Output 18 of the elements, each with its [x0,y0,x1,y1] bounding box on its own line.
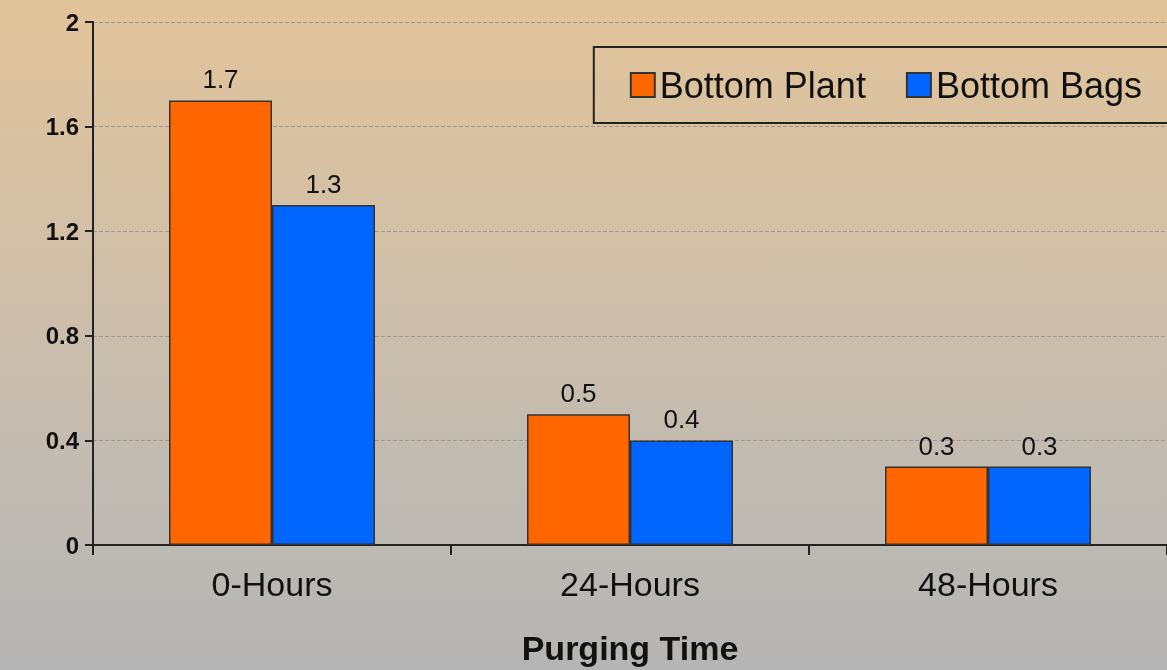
y-tick-label: 0.8 [45,322,79,350]
x-axis-title: Purging Time [521,629,739,667]
y-tick-label: 1.2 [45,217,79,245]
data-label: 0.3 [918,430,955,461]
y-tick-label: 2 [65,8,79,36]
y-tick-label: 0 [65,531,79,559]
x-tick-label: 24-Hours [560,565,700,603]
y-tick-label: 1.6 [45,113,79,141]
data-label: 0.3 [1021,430,1058,461]
legend-label: Bottom Plant [659,64,866,106]
data-label: 0.5 [560,378,597,409]
y-tick-label: 0.4 [45,426,80,454]
x-tick-label: 48-Hours [918,565,1058,603]
x-tick-label: 0-Hours [211,565,333,603]
data-label: 1.7 [202,64,239,95]
data-label: 1.3 [305,169,342,200]
legend-label: Bottom Bags [935,64,1143,106]
data-label: 0.4 [663,404,700,435]
